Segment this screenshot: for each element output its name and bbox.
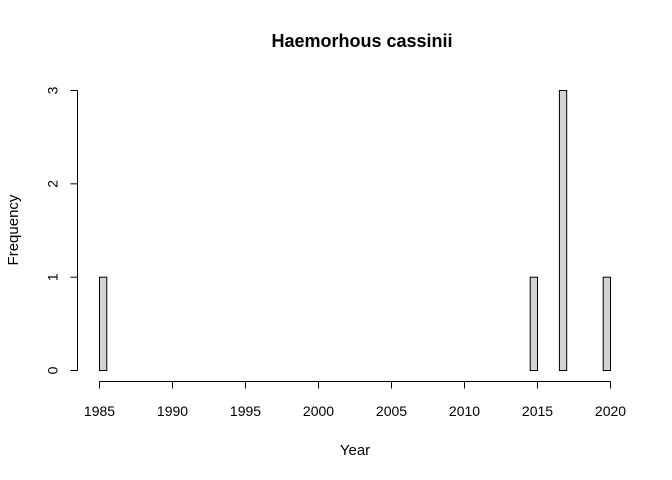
y-axis: 0 1 2 3 <box>45 86 78 374</box>
x-axis-label: Year <box>340 442 370 459</box>
x-tick-label: 2000 <box>303 403 334 419</box>
histogram-bar <box>529 276 539 371</box>
x-tick-label: 2010 <box>449 403 480 419</box>
histogram-bar <box>602 276 612 371</box>
x-tick-label: 2020 <box>595 403 626 419</box>
y-axis-label: Frequency <box>5 194 22 265</box>
y-tick-label: 2 <box>45 180 61 188</box>
x-tick-label: 1995 <box>230 403 261 419</box>
histogram-bar <box>99 276 108 371</box>
chart-title: Haemorhous cassinii <box>271 31 452 51</box>
x-tick-label: 1985 <box>84 403 115 419</box>
y-tick-label: 3 <box>45 86 61 94</box>
bars-layer <box>99 90 612 371</box>
y-tick-label: 0 <box>45 366 61 374</box>
x-tick-label: 1990 <box>157 403 188 419</box>
histogram-bar <box>558 90 568 371</box>
x-axis: 1985 1990 1995 2000 2005 2010 2015 2020 <box>84 381 626 419</box>
y-tick-label: 1 <box>45 273 61 281</box>
x-tick-label: 2005 <box>376 403 407 419</box>
x-tick-label: 2015 <box>522 403 553 419</box>
